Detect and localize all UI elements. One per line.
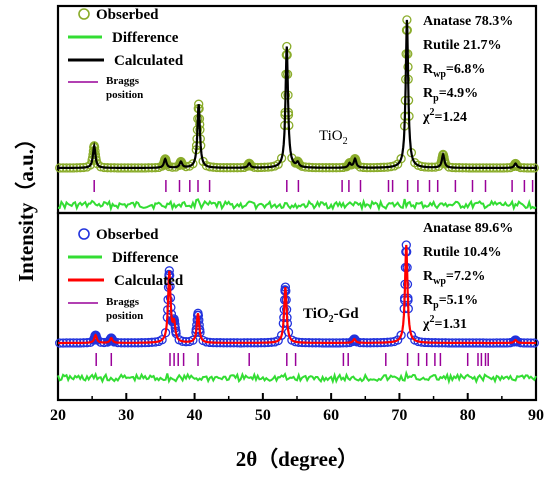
- rutile-fraction: Rutile 10.4%: [423, 245, 502, 260]
- anatase-fraction: Anatase 89.6%: [423, 221, 513, 236]
- legend-bragg-label-1: Braggs: [106, 296, 140, 308]
- legend-observed-label: Obserbed: [96, 7, 159, 23]
- legend-bragg-label-1: Braggs: [106, 75, 140, 87]
- legend-difference-label: Difference: [112, 250, 179, 266]
- sample-label: TiO2: [319, 128, 348, 147]
- rwp-value: Rwp=6.8%: [423, 62, 485, 80]
- x-axis: 20 30 40 50 60 70 80 90: [50, 393, 544, 424]
- y-axis-label: Intensity（a.u.）: [14, 128, 38, 282]
- legend-bragg-label-2: position: [106, 310, 143, 322]
- x-tick-label: 80: [460, 407, 476, 424]
- rp-value: Rp=5.1%: [423, 293, 478, 311]
- x-axis-label: 2θ（degree）: [236, 447, 359, 471]
- rutile-fraction: Rutile 21.7%: [423, 38, 502, 53]
- panel-tio2-gd: Obserbed Difference Calculated Braggs po…: [55, 211, 539, 402]
- x-tick-label: 90: [528, 407, 544, 424]
- legend-observed-marker: [78, 228, 90, 240]
- legend-calculated-label: Calculated: [114, 273, 184, 289]
- x-tick-label: 30: [118, 407, 134, 424]
- x-tick-label: 50: [255, 407, 271, 424]
- rp-value: Rp=4.9%: [423, 86, 478, 104]
- legend-difference-label: Difference: [112, 30, 179, 46]
- calculated-line: [58, 244, 536, 345]
- legend: Obserbed Difference Calculated Braggs po…: [68, 7, 184, 101]
- refinement-stats: Anatase 89.6% Rutile 10.4% Rwp=7.2% Rp=5…: [422, 221, 513, 332]
- difference-line: [57, 198, 537, 212]
- legend-observed-marker: [78, 8, 90, 20]
- refinement-stats: Anatase 78.3% Rutile 21.7% Rwp=6.8% Rp=4…: [422, 14, 513, 125]
- chi2-value: χ2=1.24: [422, 107, 467, 125]
- observed-point: [188, 335, 198, 345]
- difference-line: [57, 369, 537, 385]
- legend-observed-label: Obserbed: [96, 227, 159, 243]
- sample-label: TiO2-Gd: [303, 306, 359, 325]
- x-tick-label: 60: [323, 407, 339, 424]
- x-tick-label: 70: [391, 407, 407, 424]
- panel-tio2: Obserbed Difference Calculated Braggs po…: [55, 4, 539, 215]
- observed-point: [295, 160, 305, 170]
- rwp-value: Rwp=7.2%: [423, 269, 485, 287]
- legend-calculated-label: Calculated: [114, 53, 184, 69]
- observed-point: [188, 159, 198, 169]
- observed-point: [396, 330, 406, 340]
- legend-bragg-label-2: position: [106, 89, 143, 101]
- calculated-line: [58, 19, 536, 169]
- x-tick-label: 40: [187, 407, 203, 424]
- legend: Obserbed Difference Calculated Braggs po…: [68, 227, 184, 322]
- x-tick-label: 20: [50, 407, 66, 424]
- anatase-fraction: Anatase 78.3%: [423, 14, 513, 29]
- chi2-value: χ2=1.31: [422, 314, 467, 332]
